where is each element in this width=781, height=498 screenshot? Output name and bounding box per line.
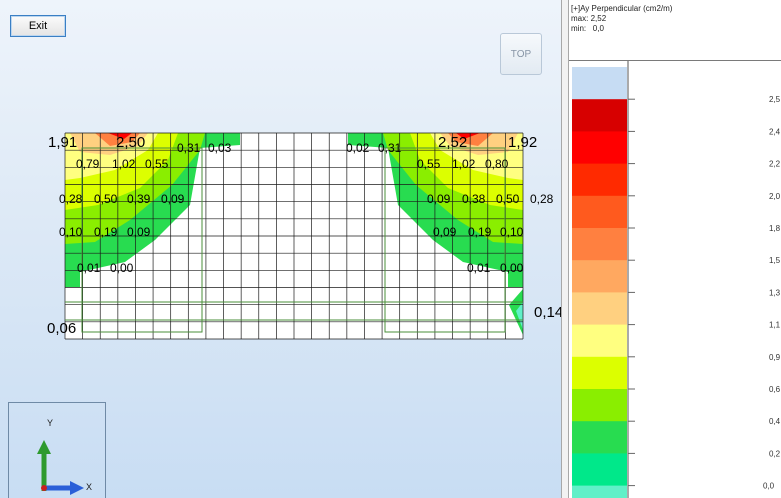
legend-color-band <box>572 195 627 229</box>
legend-tick-label: 2,0 <box>769 192 781 201</box>
panel-splitter[interactable] <box>561 0 569 498</box>
legend-color-band <box>572 228 627 261</box>
legend-min-line: min: 0,0 <box>571 24 781 34</box>
legend-tick-label: 1,1 <box>769 321 781 330</box>
legend-max-line: max: 2,52 <box>571 14 781 24</box>
legend-tick-label: 2,5 <box>769 95 781 104</box>
y-axis-arrowhead <box>37 440 51 454</box>
value-label: 2,52 <box>438 134 467 151</box>
legend-color-scale: 2,5 2,4 2,2 2,0 1,8 1,5 1,3 1,1 0,9 0,6 0,4 0,2 0,0 <box>572 61 781 498</box>
legend-tick-label: 2,2 <box>769 160 781 169</box>
legend-max-value: 2,52 <box>590 14 607 23</box>
legend-color-band <box>572 99 627 132</box>
legend-color-band <box>572 292 627 326</box>
legend-title: [+]Ay Perpendicular (cm2/m) <box>571 4 673 13</box>
exit-button[interactable]: Exit <box>10 15 66 37</box>
value-label: 0,50 <box>496 192 520 206</box>
axis-triad-box <box>8 402 106 498</box>
x-axis-arrowhead <box>70 481 84 495</box>
value-label: 0,28 <box>530 192 554 206</box>
legend-color-band <box>572 389 627 422</box>
value-label: 0,80 <box>485 157 509 171</box>
color-legend-panel: [+]Ay Perpendicular (cm2/m) max: 2,52 mi… <box>569 0 781 498</box>
value-label: 0,38 <box>462 192 486 206</box>
legend-color-band <box>572 67 627 100</box>
value-label: 0,55 <box>145 157 169 171</box>
value-label: 0,01 <box>467 261 491 275</box>
contour-zone-corner <box>516 302 523 330</box>
value-label: 0,09 <box>433 225 457 239</box>
value-label: 1,02 <box>112 157 136 171</box>
legend-color-band <box>572 324 627 358</box>
value-label: 0,02 <box>346 141 370 155</box>
legend-color-band <box>572 453 627 487</box>
value-label: 0,31 <box>177 141 201 155</box>
value-label: 0,00 <box>110 261 134 275</box>
plate-mesh-grid <box>64 132 524 340</box>
value-label: 1,91 <box>48 134 77 151</box>
value-label: 0,09 <box>161 192 185 206</box>
reinforcement-contour-plot: 1,91 2,50 0,31 0,03 0,02 0,31 2,52 1,92 0,79 1,02… <box>37 132 561 495</box>
legend-color-band <box>572 260 627 293</box>
value-label: 0,28 <box>59 192 83 206</box>
value-label: 2,50 <box>116 134 145 151</box>
legend-tick-label: 0,6 <box>769 385 781 394</box>
contour-zone-2.2 <box>108 133 132 139</box>
value-label: 0,10 <box>59 225 83 239</box>
value-label: 0,50 <box>94 192 118 206</box>
legend-tick-label: 0,0 <box>763 482 775 491</box>
value-label: 0,19 <box>468 225 492 239</box>
value-label: 0,10 <box>500 225 524 239</box>
value-label: 0,19 <box>94 225 118 239</box>
value-label: 0,14 <box>534 304 561 321</box>
contour-zone-corner <box>509 289 523 335</box>
beam-outline <box>81 147 203 333</box>
value-label: 0,31 <box>378 141 402 155</box>
support-beams <box>65 147 523 333</box>
value-label: 0,03 <box>208 141 232 155</box>
value-label: 1,92 <box>508 134 537 151</box>
value-label: 0,06 <box>47 320 76 337</box>
legend-tick-label: 1,8 <box>769 224 781 233</box>
x-axis-label: X <box>86 482 92 492</box>
value-labels: 1,91 2,50 0,31 0,03 0,02 0,31 2,52 1,92 0,79 1,02… <box>47 134 561 337</box>
legend-header: [+]Ay Perpendicular (cm2/m) max: 2,52 mi… <box>569 0 781 61</box>
legend-color-band <box>572 485 627 498</box>
beam-outline <box>384 147 506 333</box>
legend-min-value: 0,0 <box>592 24 604 33</box>
top-view-button[interactable]: TOP <box>500 33 542 75</box>
value-label: 1,02 <box>452 157 476 171</box>
legend-color-band <box>572 356 627 390</box>
legend-max-label: max: <box>571 14 589 23</box>
legend-tick-label: 0,4 <box>769 417 781 426</box>
legend-tick-label: 2,4 <box>769 127 781 136</box>
axis-triad: YX <box>37 418 92 495</box>
value-label: 0,79 <box>76 157 100 171</box>
model-viewport[interactable]: 1,91 2,50 0,31 0,03 0,02 0,31 2,52 1,92 0,79 1,02… <box>0 0 561 498</box>
z-axis-dot <box>41 485 47 491</box>
legend-color-band <box>572 131 627 165</box>
contour-zone-2.2 <box>456 133 480 139</box>
legend-tick-label: 0,2 <box>769 449 781 458</box>
value-label: 0,09 <box>427 192 451 206</box>
legend-tick-label: 1,5 <box>769 256 781 265</box>
y-axis-label: Y <box>47 418 53 428</box>
legend-color-band <box>572 163 627 197</box>
legend-min-label: min: <box>571 24 587 33</box>
legend-color-band <box>572 421 627 454</box>
value-label: 0,00 <box>500 261 524 275</box>
value-label: 0,55 <box>417 157 441 171</box>
value-label: 0,09 <box>127 225 151 239</box>
value-label: 0,39 <box>127 192 151 206</box>
legend-tick-label: 0,9 <box>769 353 781 362</box>
value-label: 0,01 <box>77 261 101 275</box>
legend-tick-label: 1,3 <box>769 288 781 297</box>
